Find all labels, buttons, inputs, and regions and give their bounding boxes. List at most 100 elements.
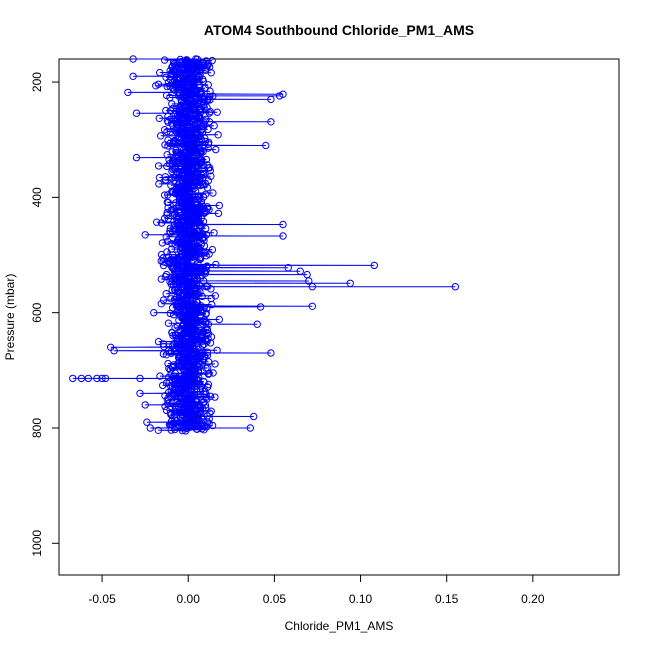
data-point: [209, 189, 217, 197]
data-point: [200, 340, 208, 348]
y-tick-label: 800: [30, 418, 44, 438]
data-point: [207, 69, 215, 77]
data-point: [171, 369, 179, 377]
data-point: [186, 104, 195, 112]
data-point: [159, 381, 167, 390]
y-tick-label: 1000: [30, 530, 44, 557]
data-point: [159, 296, 168, 304]
data-point: [173, 239, 181, 247]
x-axis-title: Chloride_PM1_AMS: [285, 619, 394, 633]
data-point: [141, 231, 149, 239]
data-point: [212, 145, 220, 154]
data-point: [171, 403, 179, 411]
data-point: [198, 123, 206, 131]
chart-title: ATOM4 Southbound Chloride_PM1_AMS: [204, 22, 474, 38]
data-point: [184, 326, 193, 334]
data-point: [206, 166, 215, 175]
data-layer: [69, 55, 459, 435]
data-point: [171, 225, 179, 234]
data-point: [308, 302, 316, 310]
data-point: [169, 422, 177, 430]
data-point: [296, 267, 304, 275]
data-point: [169, 205, 178, 213]
data-point: [162, 406, 171, 415]
data-point: [207, 285, 215, 293]
data-point: [199, 193, 208, 201]
data-point: [279, 232, 287, 240]
data-point: [177, 207, 185, 216]
data-point: [132, 109, 141, 117]
data-point: [187, 61, 195, 69]
data-point: [166, 366, 175, 374]
data-point: [162, 233, 171, 241]
data-point: [98, 374, 106, 383]
data-point: [203, 329, 211, 337]
data-point: [168, 100, 176, 108]
data-point: [279, 90, 287, 98]
data-point: [182, 112, 191, 120]
data-point: [164, 319, 173, 327]
data-point: [189, 157, 198, 165]
data-point: [207, 407, 215, 415]
data-point: [262, 141, 270, 150]
data-point: [141, 401, 149, 409]
data-point: [171, 286, 179, 295]
y-tick-label: 600: [30, 302, 44, 322]
data-point: [175, 399, 184, 407]
x-tick-label: -0.05: [88, 592, 116, 606]
data-point: [154, 426, 163, 434]
data-point: [204, 140, 213, 148]
data-point: [170, 86, 179, 94]
data-point: [195, 114, 203, 123]
y-axis-title: Pressure (mbar): [3, 274, 17, 361]
data-point: [202, 390, 210, 398]
data-point: [164, 204, 172, 212]
data-point: [195, 255, 204, 264]
data-point: [164, 237, 172, 246]
data-point: [193, 425, 201, 433]
data-point: [189, 77, 197, 86]
data-point: [168, 240, 176, 248]
data-point: [194, 232, 203, 241]
data-point: [169, 165, 177, 174]
data-point: [194, 369, 203, 377]
x-tick-label: 0.20: [521, 592, 545, 606]
data-point: [77, 374, 86, 383]
data-point: [159, 340, 168, 348]
data-point: [146, 424, 155, 432]
data-point: [183, 351, 192, 360]
data-point: [159, 258, 167, 266]
data-point: [129, 55, 137, 63]
data-point: [160, 191, 169, 199]
data-point: [203, 184, 212, 192]
data-point: [161, 176, 170, 184]
data-point: [155, 180, 163, 188]
data-point: [202, 364, 210, 372]
data-point: [93, 374, 101, 383]
data-point: [165, 421, 174, 429]
data-point: [197, 136, 206, 144]
data-point: [132, 153, 141, 162]
data-point: [212, 260, 220, 269]
data-point: [174, 303, 182, 311]
data-point: [267, 95, 275, 104]
y-tick-label: 400: [30, 187, 44, 207]
data-point: [159, 261, 168, 270]
data-point: [215, 315, 224, 324]
data-point: [167, 426, 175, 434]
data-point: [195, 105, 203, 113]
data-point: [160, 342, 168, 351]
data-point: [211, 360, 219, 368]
data-point: [179, 266, 188, 275]
data-point: [196, 181, 204, 190]
data-point: [199, 277, 208, 285]
data-point: [191, 172, 199, 180]
data-point: [169, 85, 177, 93]
data-point: [181, 427, 190, 435]
data-point: [153, 218, 161, 226]
data-point: [214, 209, 223, 218]
data-point: [162, 290, 170, 298]
data-point: [206, 107, 214, 116]
data-point: [166, 93, 174, 102]
data-point: [187, 203, 196, 212]
